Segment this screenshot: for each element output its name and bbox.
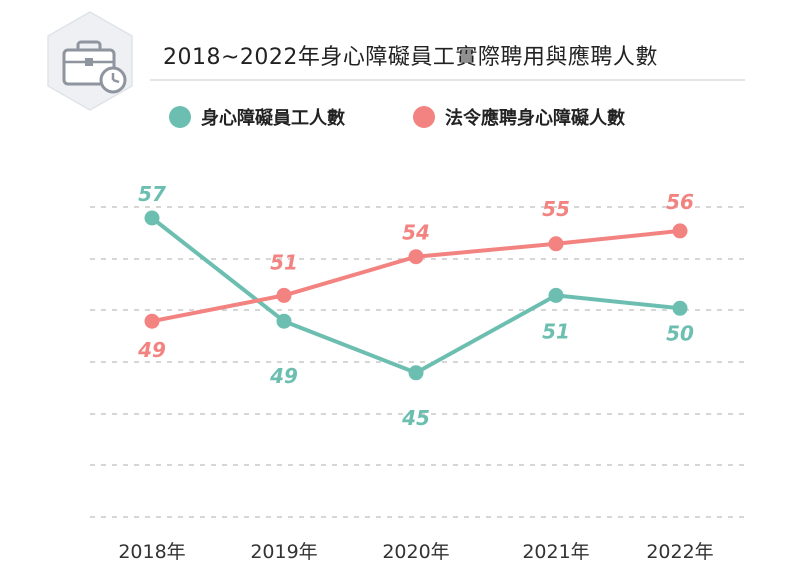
x-tick-label: 2020年 bbox=[382, 541, 449, 563]
data-point-employees bbox=[144, 210, 160, 226]
data-point-required bbox=[144, 313, 160, 329]
series-layer bbox=[144, 210, 688, 381]
x-tick-label: 2022年 bbox=[646, 541, 713, 563]
x-tick-label: 2021年 bbox=[522, 541, 589, 563]
legend-label-required: 法令應聘身心障礙人數 bbox=[445, 107, 625, 129]
data-label-required: 56 bbox=[666, 190, 694, 214]
data-point-required bbox=[548, 236, 564, 252]
data-label-employees: 45 bbox=[401, 406, 430, 430]
data-point-employees bbox=[408, 365, 424, 381]
data-point-employees bbox=[276, 313, 292, 329]
legend: 身心障礙員工人數 法令應聘身心障礙人數 bbox=[169, 106, 625, 129]
data-label-employees: 49 bbox=[269, 364, 298, 388]
x-axis: 2018年 2019年 2020年 2021年 2022年 bbox=[118, 541, 713, 563]
data-label-required: 49 bbox=[137, 338, 166, 362]
data-point-required bbox=[408, 249, 424, 265]
x-tick-label: 2018年 bbox=[118, 541, 185, 563]
legend-swatch-employees bbox=[169, 106, 191, 128]
data-label-employees: 50 bbox=[666, 321, 694, 345]
briefcase-clock-icon bbox=[47, 11, 133, 111]
data-label-required: 55 bbox=[542, 197, 570, 221]
data-label-employees: 51 bbox=[542, 319, 570, 343]
data-point-required bbox=[672, 223, 688, 239]
chart-title: 2018~2022年身心障礙員工實際聘用與應聘人數 bbox=[163, 44, 658, 70]
data-label-required: 54 bbox=[402, 221, 430, 245]
legend-label-employees: 身心障礙員工人數 bbox=[201, 107, 345, 129]
x-tick-label: 2019年 bbox=[250, 541, 317, 563]
legend-swatch-required bbox=[413, 106, 435, 128]
data-label-employees: 57 bbox=[138, 182, 166, 206]
data-point-required bbox=[276, 287, 292, 303]
data-label-required: 51 bbox=[270, 250, 298, 274]
data-point-employees bbox=[672, 300, 688, 316]
data-point-employees bbox=[548, 287, 564, 303]
data-labels: 57 49 45 51 50 49 51 54 55 56 bbox=[137, 182, 694, 430]
